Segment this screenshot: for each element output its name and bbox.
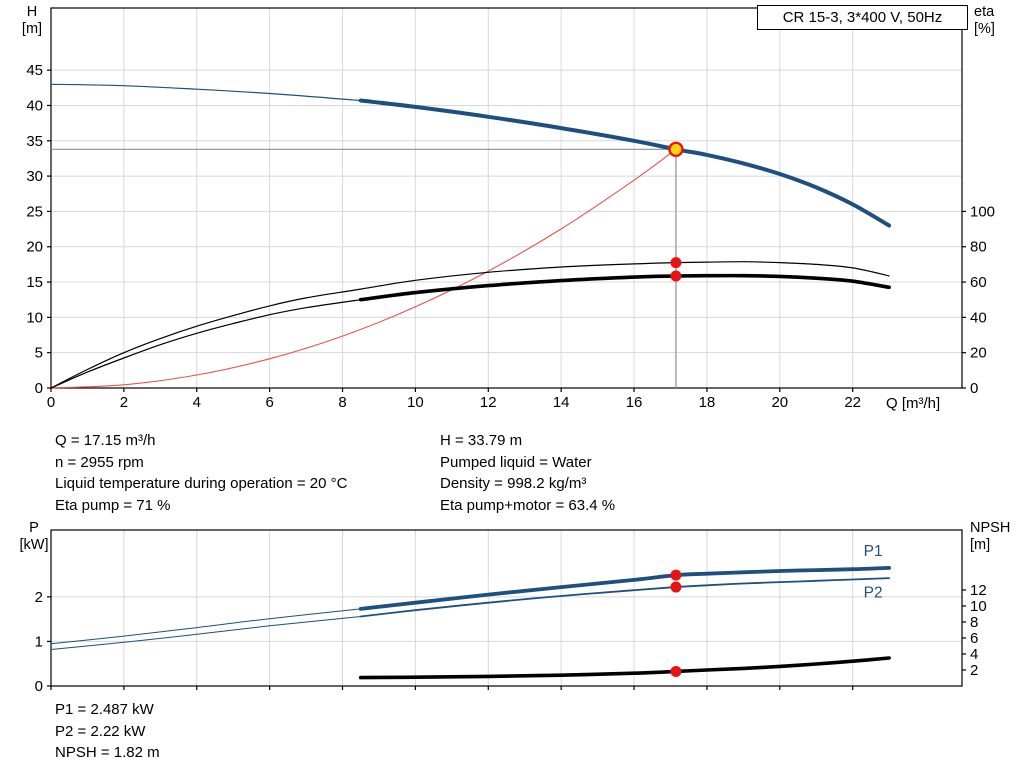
npsh-axis-unit: [m] bbox=[970, 537, 991, 553]
y-left-tick-label: 35 bbox=[26, 133, 43, 150]
power-axis-unit: [kW] bbox=[19, 537, 49, 553]
duty-point-marker bbox=[668, 141, 684, 158]
y-right-tick-label: 4 bbox=[970, 646, 978, 663]
y-left-tick-label: 0 bbox=[35, 380, 43, 397]
y-right-tick-label: 10 bbox=[970, 598, 987, 615]
series-eta-pump-motor-curve-thin bbox=[50, 299, 361, 389]
series-npsh-curve bbox=[358, 656, 891, 680]
x-tick-label: 10 bbox=[407, 394, 424, 411]
y-right-tick-label: 40 bbox=[970, 309, 987, 326]
y-left-tick-label: 10 bbox=[26, 309, 43, 326]
y-left-tick-label: 20 bbox=[26, 239, 43, 256]
info-line-head: H = 33.79 m bbox=[440, 432, 523, 449]
info-line-density: Density = 998.2 kg/m³ bbox=[440, 475, 587, 492]
y-right-tick-label: 20 bbox=[970, 345, 987, 362]
x-tick-label: 0 bbox=[47, 394, 55, 411]
x-tick-label: 14 bbox=[553, 394, 570, 411]
series-eta-pump-motor-curve bbox=[358, 273, 891, 302]
series-p1-curve-thin bbox=[50, 608, 361, 645]
x-tick-label: 6 bbox=[265, 394, 273, 411]
series-pump-head-curve bbox=[358, 98, 892, 228]
series-p2-curve-thin bbox=[50, 616, 361, 650]
head-axis-symbol: H bbox=[26, 4, 38, 20]
y-left-tick-label: 0 bbox=[35, 678, 43, 695]
info-line-q: Q = 17.15 m³/h bbox=[55, 432, 156, 449]
info-line-eta-pump: Eta pump = 71 % bbox=[55, 496, 171, 514]
npsh-axis-label: NPSH [m] bbox=[970, 520, 1010, 554]
operating-marker-dot bbox=[670, 257, 682, 269]
y-left-tick-label: 45 bbox=[26, 62, 43, 79]
y-left-tick-label: 40 bbox=[26, 97, 43, 114]
head-axis-label: H [m] bbox=[12, 4, 52, 38]
info-line-p1: P1 = 2.487 kW bbox=[55, 701, 154, 718]
duty-info-left: Q = 17.15 m³/h n = 2955 rpm Liquid tempe… bbox=[55, 430, 347, 516]
operating-marker-dot bbox=[670, 569, 682, 581]
x-tick-label: 8 bbox=[338, 394, 346, 411]
y-left-tick-label: 25 bbox=[26, 203, 43, 220]
flow-axis-label: Q [m³/h] bbox=[886, 395, 941, 412]
eta-axis-label: eta [%] bbox=[974, 4, 995, 38]
eta-axis-symbol: eta bbox=[974, 4, 995, 20]
x-tick-label: 16 bbox=[626, 394, 643, 411]
series-pump-head-curve-thin bbox=[50, 83, 361, 102]
power-axis-label: P [kW] bbox=[12, 520, 56, 554]
series-p2-curve bbox=[359, 577, 890, 618]
y-right-tick-label: 2 bbox=[970, 662, 978, 679]
y-left-tick-label: 30 bbox=[26, 168, 43, 185]
x-tick-label: 20 bbox=[771, 394, 788, 411]
operating-marker-dot bbox=[670, 665, 682, 677]
series-eta-pump-curve bbox=[50, 261, 890, 389]
y-left-tick-label: 1 bbox=[35, 633, 43, 650]
operating-marker-dot bbox=[670, 581, 682, 593]
x-tick-label: 2 bbox=[120, 394, 128, 411]
pump-model-label: CR 15-3, 3*400 V, 50Hz bbox=[782, 9, 943, 26]
plot-border bbox=[50, 7, 963, 389]
y-right-tick-label: 0 bbox=[970, 380, 978, 397]
curve-label-p1: P1 bbox=[864, 543, 883, 560]
y-left-tick-label: 2 bbox=[35, 589, 43, 606]
info-line-temperature: Liquid temperature during operation = 20… bbox=[55, 475, 348, 492]
x-tick-label: 22 bbox=[844, 394, 861, 411]
duty-info-right: H = 33.79 m Pumped liquid = Water Densit… bbox=[440, 430, 615, 516]
head-axis-unit: [m] bbox=[21, 21, 43, 37]
eta-axis-unit: [%] bbox=[974, 21, 995, 37]
info-line-p2: P2 = 2.22 kW bbox=[55, 722, 146, 740]
info-line-speed: n = 2955 rpm bbox=[55, 453, 144, 471]
y-right-tick-label: 12 bbox=[970, 582, 987, 599]
x-tick-label: 12 bbox=[480, 394, 497, 411]
x-tick-label: 4 bbox=[193, 394, 201, 411]
series-system-curve bbox=[50, 148, 677, 389]
info-line-liquid: Pumped liquid = Water bbox=[440, 453, 592, 471]
series-p1-curve bbox=[358, 566, 891, 611]
pump-model-box: CR 15-3, 3*400 V, 50Hz bbox=[757, 5, 968, 30]
operating-marker-dot bbox=[670, 270, 682, 282]
y-right-tick-label: 60 bbox=[970, 274, 987, 291]
y-left-tick-label: 15 bbox=[26, 274, 43, 291]
y-right-tick-label: 100 bbox=[970, 203, 995, 220]
plot-border bbox=[50, 529, 963, 687]
x-tick-label: 18 bbox=[699, 394, 716, 411]
y-left-tick-label: 5 bbox=[35, 345, 43, 362]
power-axis-symbol: P bbox=[29, 520, 39, 536]
y-right-tick-label: 8 bbox=[970, 614, 978, 631]
y-right-tick-label: 6 bbox=[970, 630, 978, 647]
head-capacity-chart: 0 2 4 6 8 10 12 14 16 18 20 22 0 5 10 15 20 25 30 35 40 45 0 20… bbox=[26, 7, 995, 411]
y-right-tick-label: 80 bbox=[970, 239, 987, 256]
power-info: P1 = 2.487 kW P2 = 2.22 kW NPSH = 1.82 m bbox=[55, 699, 160, 764]
info-line-eta-total: Eta pump+motor = 63.4 % bbox=[440, 496, 616, 514]
info-line-npsh: NPSH = 1.82 m bbox=[55, 744, 160, 761]
npsh-axis-symbol: NPSH bbox=[970, 520, 1011, 536]
curve-label-p2: P2 bbox=[864, 585, 883, 602]
